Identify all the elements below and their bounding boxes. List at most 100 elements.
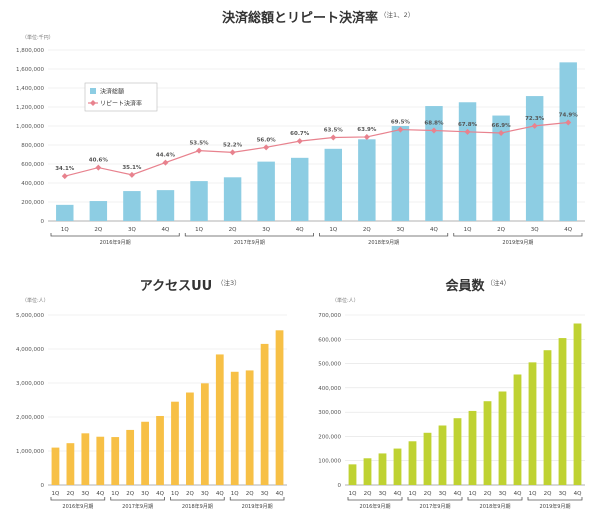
y-tick-label: 1,800,000 <box>16 48 44 54</box>
x-tick-label: 3Q <box>141 491 149 497</box>
bar <box>458 102 477 221</box>
y-tick-label: 600,000 <box>318 337 341 343</box>
x-tick-label: 2Q <box>424 491 432 497</box>
x-tick-label: 2Q <box>94 227 102 233</box>
data-label: 56.0% <box>257 137 277 143</box>
group-bracket <box>50 497 106 501</box>
repeat-rate-marker <box>397 126 404 133</box>
data-label: 44.4% <box>156 153 176 159</box>
data-label: 53.5% <box>189 141 209 147</box>
bar <box>438 425 447 485</box>
bar <box>89 201 108 221</box>
x-tick-label: 2Q <box>246 491 254 497</box>
bar <box>513 374 522 485</box>
x-tick-label: 4Q <box>514 491 522 497</box>
x-tick-label: 1Q <box>349 491 357 497</box>
x-tick-label: 4Q <box>454 491 462 497</box>
bar <box>111 437 120 485</box>
y-tick-label: 2,000,000 <box>16 415 44 421</box>
legend-swatch-marker <box>90 100 96 106</box>
bar <box>393 448 402 485</box>
group-bracket <box>110 497 165 501</box>
x-tick-label: 3Q <box>81 491 89 497</box>
bar <box>260 343 269 485</box>
repeat-rate-marker <box>229 149 236 156</box>
bar <box>498 391 507 485</box>
bar <box>186 392 194 485</box>
chart-title-note: （注1、2） <box>380 10 414 19</box>
group-label: 2019年9月期 <box>502 239 533 246</box>
y-tick-label: 800,000 <box>21 143 44 149</box>
x-tick-label: 3Q <box>499 491 507 497</box>
x-tick-label: 3Q <box>396 227 404 233</box>
repeat-rate-marker <box>128 171 135 178</box>
group-label: 2018年9月期 <box>182 503 213 510</box>
bar <box>391 126 410 221</box>
x-tick-label: 4Q <box>564 227 572 233</box>
bar <box>141 421 149 485</box>
x-tick-label: 1Q <box>61 227 69 233</box>
data-label: 72.3% <box>525 116 545 122</box>
y-tick-label: 1,400,000 <box>16 86 44 92</box>
chart-unit-label: （単位:人） <box>332 297 359 304</box>
chart-title-note: （注4） <box>487 278 511 287</box>
group-label: 2017年9月期 <box>122 503 153 510</box>
x-tick-label: 4Q <box>276 491 284 497</box>
x-tick-label: 2Q <box>544 491 552 497</box>
x-tick-label: 1Q <box>111 491 119 497</box>
bar <box>66 443 75 485</box>
bar <box>425 106 443 221</box>
data-label: 66.9% <box>492 123 512 129</box>
repeat-rate-marker <box>464 128 471 135</box>
group-bracket <box>347 497 403 501</box>
group-label: 2016年9月期 <box>62 503 93 510</box>
y-tick-label: 0 <box>41 483 45 489</box>
data-label: 60.7% <box>290 131 310 137</box>
group-label: 2017年9月期 <box>234 239 265 246</box>
bar <box>483 401 492 485</box>
y-tick-label: 3,000,000 <box>16 381 44 387</box>
x-tick-label: 2Q <box>484 491 492 497</box>
x-tick-label: 2Q <box>66 491 74 497</box>
x-tick-label: 3Q <box>128 227 136 233</box>
repeat-rate-marker <box>330 134 337 141</box>
chart-unit-label: （単位:人） <box>22 297 49 304</box>
legend-swatch-bar <box>90 88 96 94</box>
group-bracket <box>229 497 285 501</box>
x-tick-label: 4Q <box>430 227 438 233</box>
group-label: 2016年9月期 <box>360 503 391 510</box>
repeat-rate-marker <box>531 122 538 129</box>
chart-title: 決済総額とリピート決済率 <box>222 10 378 26</box>
bar <box>230 371 239 485</box>
chart-title: 会員数 <box>445 278 485 294</box>
y-tick-label: 5,000,000 <box>16 313 44 319</box>
bar <box>559 62 577 221</box>
x-tick-label: 3Q <box>559 491 567 497</box>
group-bracket <box>50 233 180 237</box>
bar <box>290 157 309 221</box>
repeat-rate-marker <box>162 159 169 166</box>
repeat-rate-marker <box>430 127 437 134</box>
bar <box>51 447 60 485</box>
x-tick-label: 3Q <box>261 491 269 497</box>
bar <box>126 429 135 485</box>
bar <box>528 362 537 485</box>
y-tick-label: 1,200,000 <box>16 105 44 111</box>
y-tick-label: 300,000 <box>318 410 341 416</box>
y-tick-label: 0 <box>41 219 45 225</box>
data-label: 67.8% <box>458 122 478 128</box>
bar <box>123 191 141 221</box>
data-label: 52.2% <box>223 142 243 148</box>
x-tick-label: 2Q <box>126 491 134 497</box>
x-tick-label: 3Q <box>262 227 270 233</box>
group-label: 2018年9月期 <box>368 239 399 246</box>
y-tick-label: 500,000 <box>318 362 341 368</box>
legend-label: 決済総額 <box>100 88 124 96</box>
bar <box>348 464 357 485</box>
bar <box>558 338 567 485</box>
x-tick-label: 1Q <box>195 227 203 233</box>
bar <box>453 418 462 485</box>
bar <box>171 401 179 485</box>
bar <box>492 115 510 221</box>
